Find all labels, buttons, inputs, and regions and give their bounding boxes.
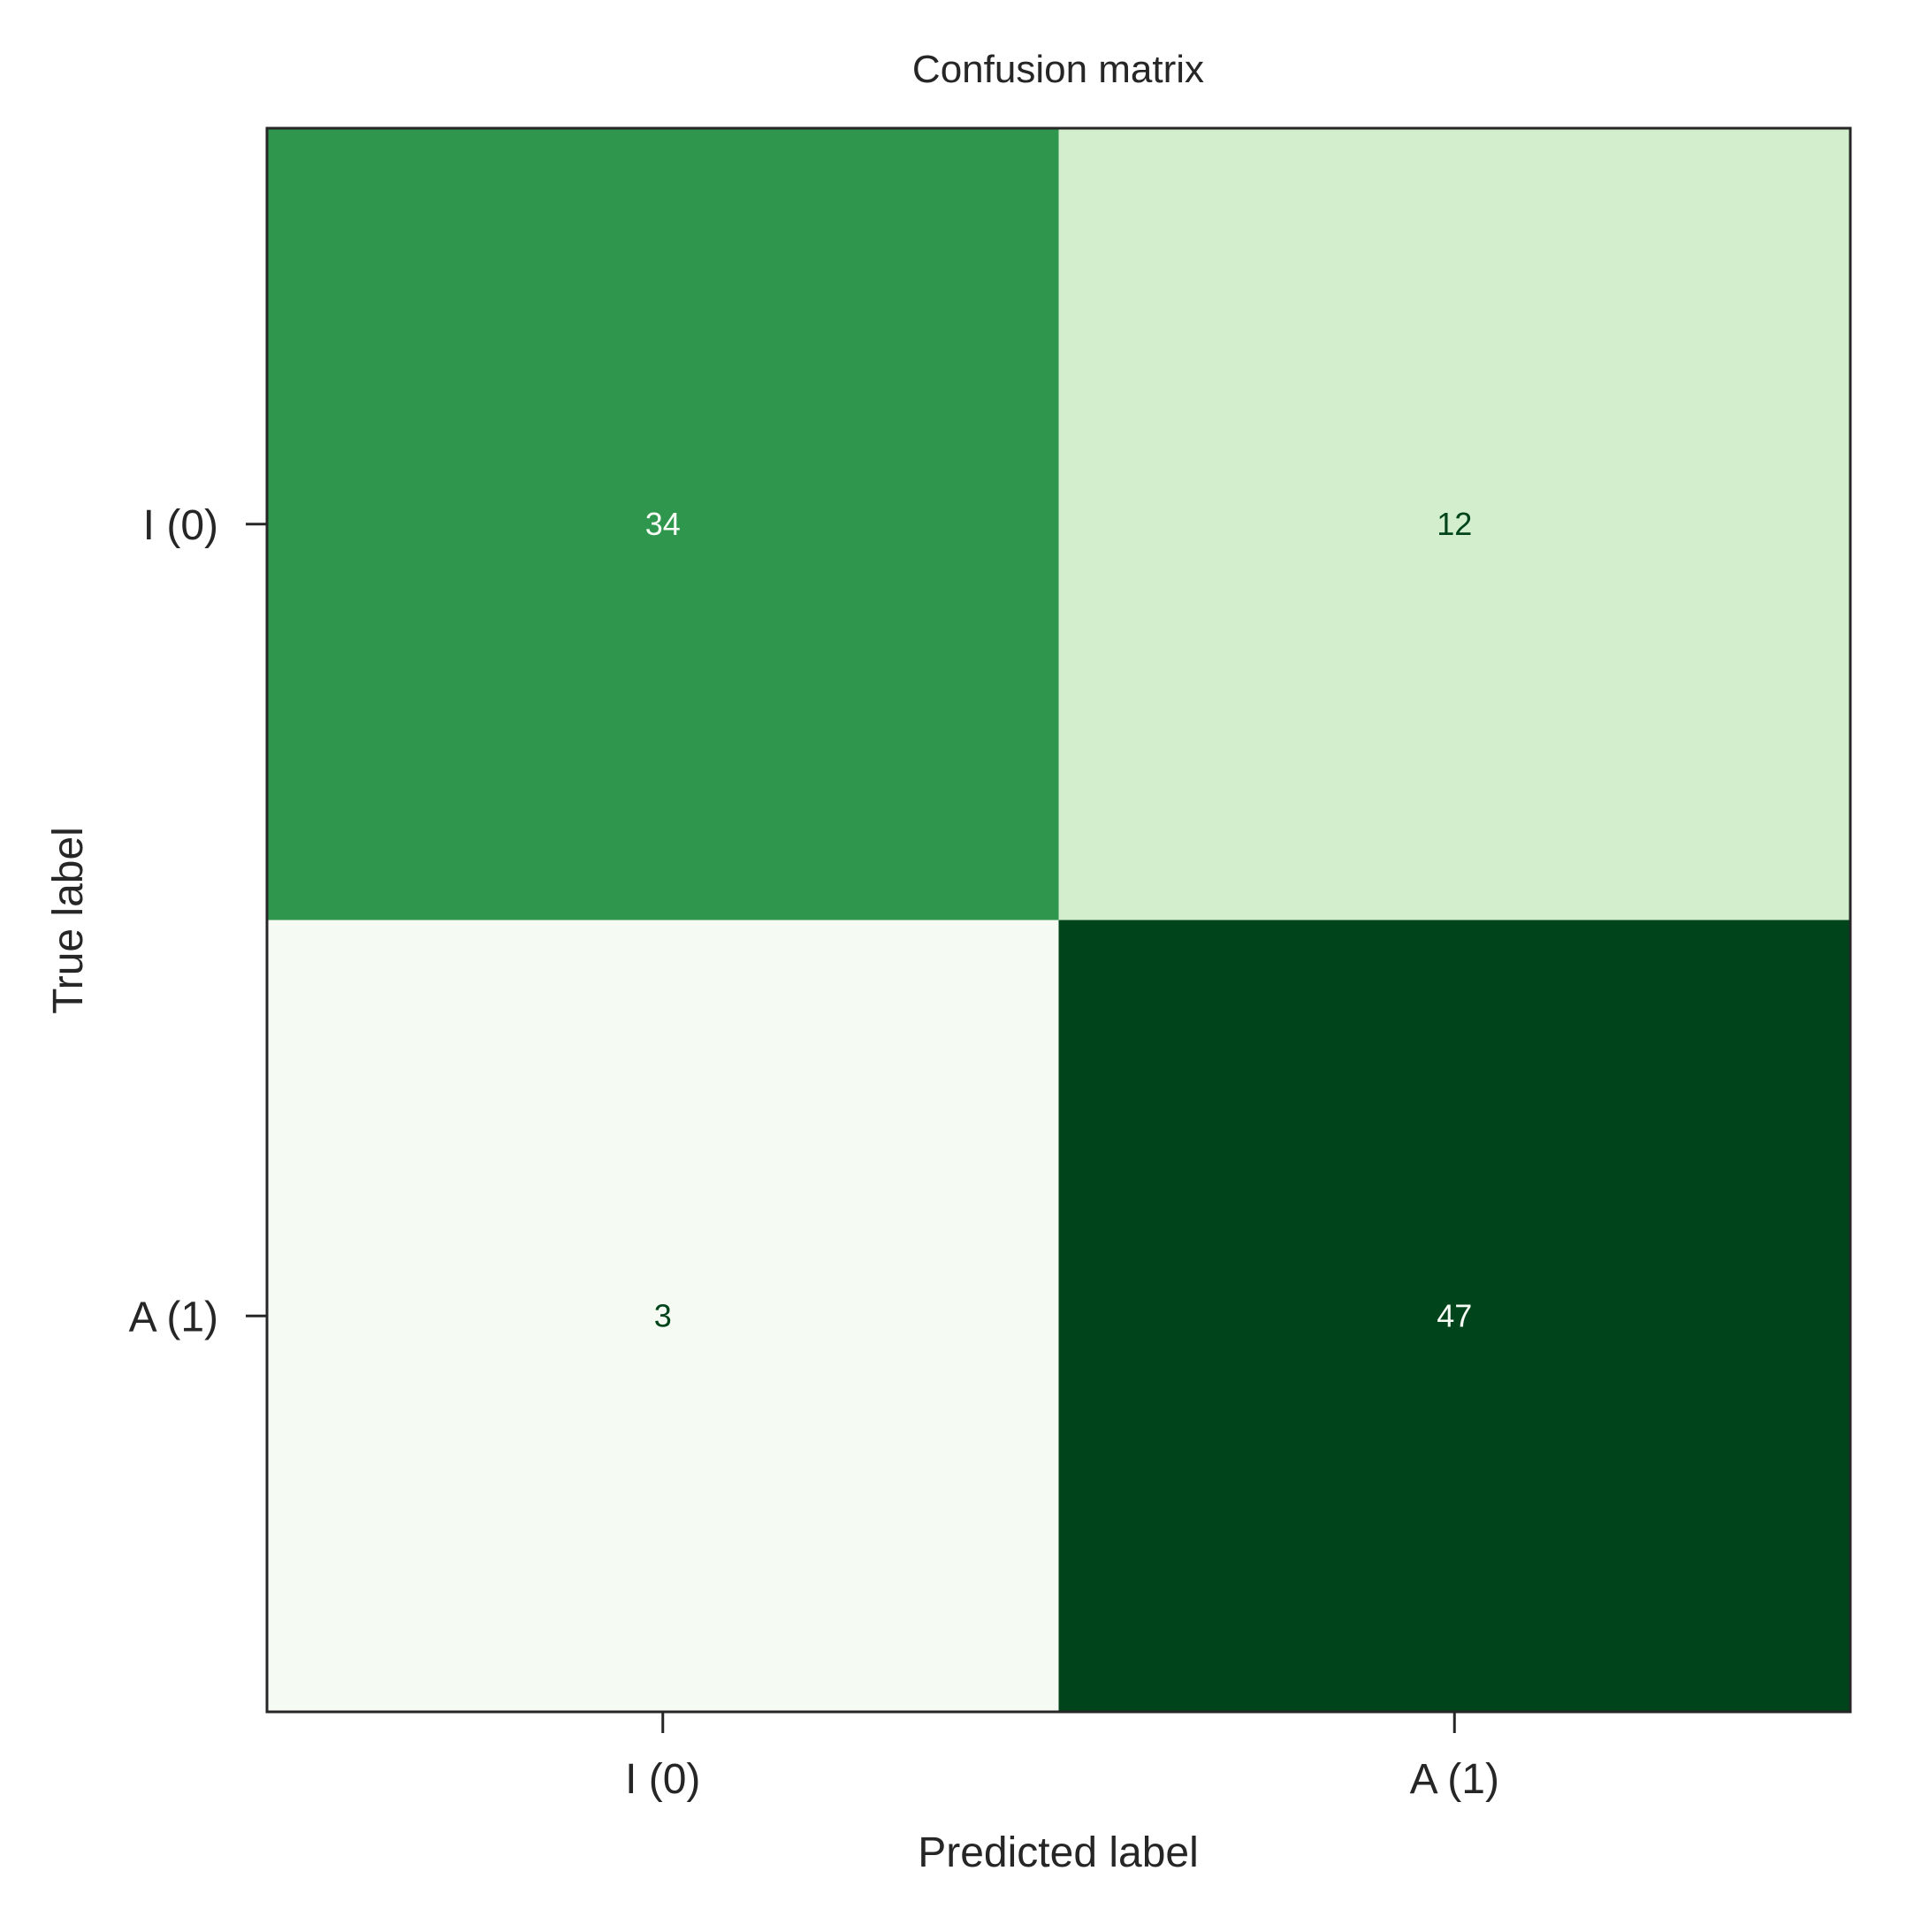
cell-value-label-1-1: 47 <box>1437 1297 1472 1333</box>
y-axis-label: True label <box>45 827 92 1014</box>
chart-title: Confusion matrix <box>912 48 1204 91</box>
x-tick-label-1: A (1) <box>1410 1756 1499 1803</box>
x-axis-label: Predicted label <box>918 1829 1199 1876</box>
heatmap-cell-1-1 <box>1058 920 1851 1713</box>
cell-value-label-1-0: 3 <box>654 1297 672 1333</box>
x-tick-label-0: I (0) <box>625 1756 700 1803</box>
y-tick-label-0: I (0) <box>143 502 218 549</box>
y-tick-label-1: A (1) <box>129 1294 218 1340</box>
y-axis-ticks: I (0) A (1) <box>129 502 267 1340</box>
heatmap-cell-1-0 <box>267 920 1059 1713</box>
plot-frame <box>265 126 1852 1714</box>
cell-value-label-0-1: 12 <box>1437 506 1472 542</box>
x-axis-ticks: I (0) A (1) <box>625 1712 1499 1803</box>
heatmap-cell-0-0 <box>267 128 1059 920</box>
heatmap-cell-0-1 <box>1058 128 1851 920</box>
cell-value-label-0-0: 34 <box>645 506 681 542</box>
cell-value-labels: 34 12 3 47 <box>645 506 1473 1334</box>
heatmap-cells <box>267 128 1851 1713</box>
